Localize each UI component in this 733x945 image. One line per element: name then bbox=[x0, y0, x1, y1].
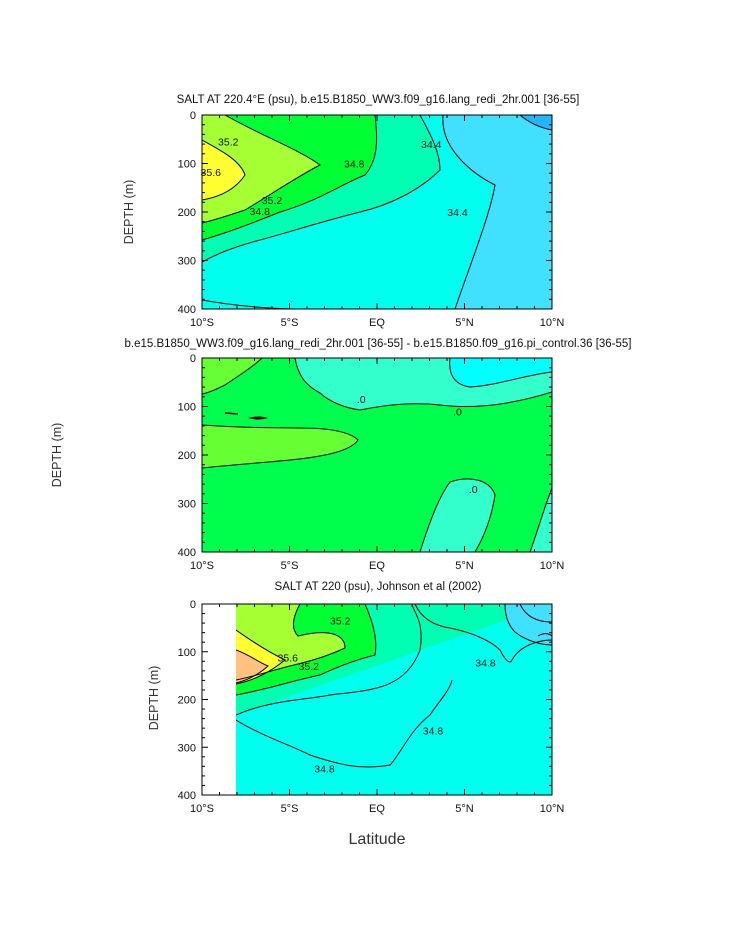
panel2-ylabel: DEPTH (m) bbox=[50, 423, 64, 488]
y-tick-label: 400 bbox=[178, 304, 196, 316]
x-tick-label: EQ bbox=[369, 803, 385, 815]
x-tick-label: 10°S bbox=[190, 560, 214, 572]
y-tick-label: 300 bbox=[178, 256, 196, 268]
panel1-contour bbox=[202, 115, 441, 263]
contour-label: .0 bbox=[357, 394, 366, 406]
panel2-field bbox=[202, 358, 552, 552]
x-tick-label: EQ bbox=[369, 317, 385, 329]
x-tick-label: 5°S bbox=[281, 560, 299, 572]
panel2-small-contour bbox=[248, 416, 268, 420]
x-tick-label: EQ bbox=[369, 560, 385, 572]
y-tick-label: 0 bbox=[190, 599, 196, 611]
contour-label: 35.6 bbox=[278, 652, 299, 664]
y-tick-label: 300 bbox=[178, 499, 196, 511]
contour-label: .0 bbox=[453, 406, 462, 418]
panel3-axes: 10°S 5°S EQ 5°N 10°N 0 100 200 300 400 bbox=[178, 599, 565, 815]
panel2-contour bbox=[202, 358, 263, 395]
panel1-title: SALT AT 220.4°E (psu), b.e15.B1850_WW3.f… bbox=[177, 94, 580, 106]
salinity-region-35-8 bbox=[202, 140, 245, 200]
panel1-contour-labels: 35.235.635.234.834.834.434.4 bbox=[201, 137, 468, 219]
difference-region-negative-deep bbox=[420, 478, 495, 552]
panel-model-salinity: SALT AT 220.4°E (psu), b.e15.B1850_WW3.f… bbox=[122, 94, 579, 329]
contour-label: 34.8 bbox=[423, 726, 444, 738]
panel1-axes: 10°S 5°S EQ 5°N 10°N 0 100 200 300 400 bbox=[178, 110, 565, 329]
panel-observed-salinity: SALT AT 220 (psu), Johnson et al (2002) … bbox=[147, 581, 564, 848]
contour-label: 34.8 bbox=[314, 764, 335, 776]
x-tick-label: 5°S bbox=[281, 317, 299, 329]
contour-label: 35.2 bbox=[262, 195, 283, 207]
panel2-contour bbox=[449, 358, 552, 388]
contour-label: 34.8 bbox=[250, 206, 271, 218]
x-tick-label: 10°N bbox=[540, 317, 565, 329]
contour-label: 34.8 bbox=[475, 657, 496, 669]
panel2-contour bbox=[529, 487, 552, 552]
x-tick-label: 5°N bbox=[455, 560, 474, 572]
panel3-xlabel: Latitude bbox=[349, 831, 406, 848]
difference-region-positive-middle bbox=[202, 425, 358, 468]
y-tick-label: 400 bbox=[178, 547, 196, 559]
panel3-contour bbox=[504, 604, 552, 646]
contour-label: 35.2 bbox=[299, 661, 320, 673]
panel1-field bbox=[202, 115, 552, 309]
panel2-title: b.e15.B1850_WW3.f09_g16.lang_redi_2hr.00… bbox=[124, 338, 631, 350]
x-tick-label: 10°N bbox=[540, 803, 565, 815]
panel2-contour bbox=[202, 424, 359, 469]
salinity-region-34-2 bbox=[442, 115, 552, 309]
panel3-contour bbox=[414, 604, 552, 663]
panel1-contour bbox=[202, 139, 246, 201]
y-tick-label: 300 bbox=[178, 742, 196, 754]
panel3-contour bbox=[519, 604, 552, 623]
panel3-contour bbox=[236, 604, 422, 716]
panel3-contour bbox=[236, 604, 346, 681]
salinity-region-33-9 bbox=[520, 115, 552, 130]
x-tick-label: 5°N bbox=[455, 803, 474, 815]
x-tick-label: 10°S bbox=[190, 317, 214, 329]
panel3-contour bbox=[236, 679, 453, 768]
panel1-ylabel: DEPTH (m) bbox=[122, 180, 136, 245]
panel3-contour bbox=[236, 604, 377, 696]
panel3-contour bbox=[236, 629, 286, 685]
panel2-contour-labels: .0 .0 .0 bbox=[357, 394, 478, 496]
y-tick-label: 200 bbox=[178, 695, 196, 707]
y-tick-label: 0 bbox=[190, 353, 196, 365]
y-tick-label: 0 bbox=[190, 110, 196, 122]
panel1-contour bbox=[442, 115, 496, 309]
panel1-contour bbox=[202, 115, 321, 224]
panel-salinity-difference: b.e15.B1850_WW3.f09_g16.lang_redi_2hr.00… bbox=[50, 338, 632, 572]
salinity-region-35-6 bbox=[202, 115, 320, 223]
panel2-contour bbox=[294, 358, 552, 411]
panel2-contour bbox=[419, 478, 496, 552]
contour-label: .0 bbox=[469, 484, 478, 496]
contour-label: 34.4 bbox=[447, 207, 468, 219]
contour-label: 34.8 bbox=[344, 159, 365, 171]
panel2-axes: 10°S 5°S EQ 5°N 10°N 0 100 200 300 400 bbox=[178, 353, 565, 572]
x-tick-label: 5°S bbox=[281, 803, 299, 815]
contour-label: 35.2 bbox=[330, 616, 351, 628]
x-tick-label: 10°N bbox=[540, 560, 565, 572]
panel2-small-contour bbox=[224, 412, 239, 415]
difference-region-more-negative bbox=[449, 358, 552, 387]
difference-region-positive-upper bbox=[202, 358, 262, 394]
panel3-title: SALT AT 220 (psu), Johnson et al (2002) bbox=[275, 581, 482, 593]
panel3-contour bbox=[236, 649, 269, 684]
y-tick-label: 200 bbox=[178, 450, 196, 462]
y-tick-label: 100 bbox=[178, 647, 196, 659]
x-tick-label: 10°S bbox=[190, 803, 214, 815]
contour-label: 34.4 bbox=[421, 139, 442, 151]
x-tick-label: 5°N bbox=[455, 317, 474, 329]
panel1-contour bbox=[519, 115, 552, 131]
panel3-field bbox=[236, 604, 552, 795]
salinity-region-36-0 bbox=[236, 650, 268, 683]
panel3-ylabel: DEPTH (m) bbox=[147, 666, 161, 731]
panel3-contour bbox=[537, 633, 552, 637]
panel1-contour bbox=[202, 115, 378, 241]
y-tick-label: 100 bbox=[178, 402, 196, 414]
contour-label: 35.2 bbox=[218, 137, 239, 149]
contour-label: 35.6 bbox=[201, 167, 222, 179]
y-tick-label: 400 bbox=[178, 790, 196, 802]
y-tick-label: 200 bbox=[178, 207, 196, 219]
panel3-contour-labels: 35.235.635.2 34.834.834.8 bbox=[278, 616, 496, 776]
y-tick-label: 100 bbox=[178, 159, 196, 171]
